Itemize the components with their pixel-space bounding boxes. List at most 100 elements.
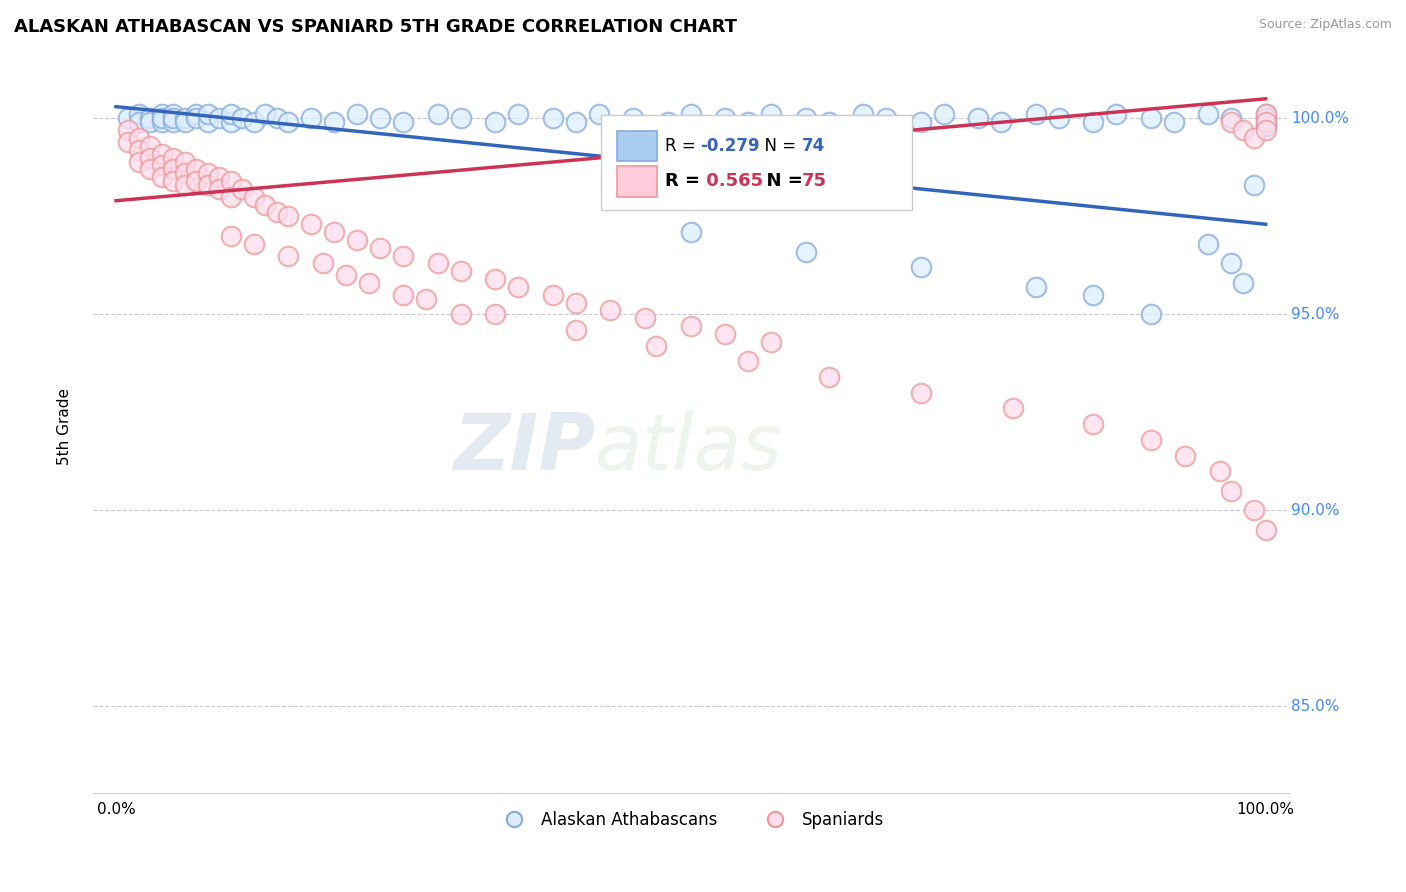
Point	[657, 115, 679, 129]
Point	[932, 107, 955, 121]
Text: 100.0%: 100.0%	[1291, 111, 1348, 126]
Point	[1254, 107, 1277, 121]
Text: N =: N =	[754, 172, 810, 190]
Point	[231, 182, 253, 196]
Point	[162, 162, 184, 177]
Point	[301, 112, 323, 126]
Point	[1254, 120, 1277, 134]
Point	[323, 115, 346, 129]
Point	[484, 272, 506, 286]
Point	[150, 146, 173, 161]
Point	[139, 115, 162, 129]
Point	[219, 190, 242, 204]
Point	[162, 151, 184, 165]
Point	[1174, 449, 1197, 463]
Point	[197, 115, 219, 129]
Point	[1083, 115, 1105, 129]
Point	[117, 112, 139, 126]
Text: R =: R =	[665, 137, 700, 155]
Point	[1105, 107, 1128, 121]
Text: 85.0%: 85.0%	[1291, 699, 1340, 714]
Point	[1208, 464, 1230, 478]
Text: 90.0%: 90.0%	[1291, 503, 1340, 518]
Point	[679, 225, 702, 239]
Point	[174, 166, 197, 180]
Point	[508, 107, 530, 121]
Point	[634, 311, 657, 326]
FancyBboxPatch shape	[602, 114, 912, 210]
Point	[139, 162, 162, 177]
Point	[737, 115, 759, 129]
Point	[910, 385, 932, 400]
Point	[392, 115, 415, 129]
Point	[219, 107, 242, 121]
Point	[219, 174, 242, 188]
Text: ALASKAN ATHABASCAN VS SPANIARD 5TH GRADE CORRELATION CHART: ALASKAN ATHABASCAN VS SPANIARD 5TH GRADE…	[14, 18, 737, 36]
Point	[357, 276, 380, 290]
Point	[1220, 112, 1243, 126]
Point	[645, 339, 668, 353]
Point	[588, 107, 610, 121]
Point	[128, 115, 150, 129]
Point	[1025, 280, 1047, 294]
Point	[1254, 115, 1277, 129]
Point	[174, 154, 197, 169]
Point	[219, 229, 242, 244]
Point	[208, 170, 231, 185]
Point	[1001, 401, 1024, 416]
Point	[139, 112, 162, 126]
Point	[266, 205, 288, 219]
Point	[484, 115, 506, 129]
Point	[370, 112, 392, 126]
Text: 0.565: 0.565	[700, 172, 763, 190]
Point	[128, 154, 150, 169]
Point	[370, 241, 392, 255]
Point	[679, 319, 702, 334]
Point	[139, 151, 162, 165]
Point	[1197, 236, 1219, 251]
Point	[910, 260, 932, 275]
Point	[186, 107, 208, 121]
Point	[1083, 417, 1105, 432]
Point	[450, 264, 472, 278]
Point	[1197, 107, 1219, 121]
Point	[162, 112, 184, 126]
Point	[323, 225, 346, 239]
FancyBboxPatch shape	[617, 166, 658, 196]
Point	[197, 166, 219, 180]
Point	[541, 112, 564, 126]
Text: R =: R =	[665, 172, 706, 190]
Point	[150, 112, 173, 126]
Point	[301, 217, 323, 231]
Point	[139, 138, 162, 153]
Point	[346, 233, 368, 247]
Point	[150, 115, 173, 129]
Point	[392, 287, 415, 301]
Point	[117, 135, 139, 149]
Point	[186, 162, 208, 177]
Point	[150, 107, 173, 121]
Point	[599, 303, 621, 318]
Point	[910, 115, 932, 129]
Point	[117, 123, 139, 137]
Point	[1232, 123, 1254, 137]
Point	[231, 112, 253, 126]
Point	[484, 307, 506, 321]
Point	[714, 112, 737, 126]
Text: N =: N =	[754, 137, 801, 155]
Point	[761, 107, 783, 121]
Point	[1254, 120, 1277, 134]
Point	[266, 112, 288, 126]
Point	[1232, 276, 1254, 290]
Point	[794, 244, 817, 259]
Point	[875, 112, 897, 126]
Point	[508, 280, 530, 294]
Point	[794, 112, 817, 126]
Point	[254, 107, 277, 121]
Point	[565, 115, 588, 129]
Point	[1220, 483, 1243, 498]
Point	[1254, 112, 1277, 126]
Point	[254, 197, 277, 211]
Point	[1025, 107, 1047, 121]
Point	[426, 256, 449, 270]
